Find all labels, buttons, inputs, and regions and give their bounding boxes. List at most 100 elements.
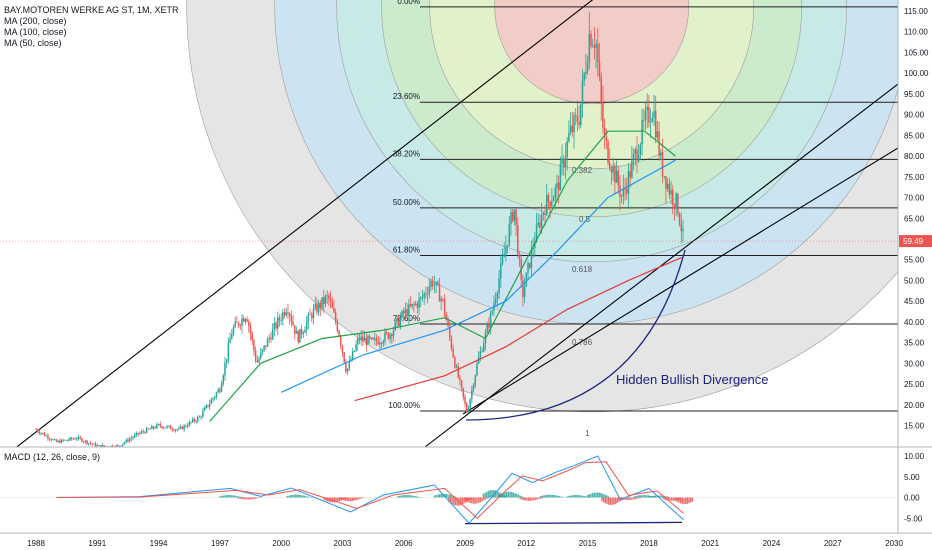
candle-body [357, 338, 359, 345]
macd-tick-label: -5.00 [904, 514, 923, 523]
macd-histogram-bar [482, 493, 485, 498]
candle-body [200, 416, 202, 418]
macd-histogram-bar [684, 497, 687, 505]
macd-legend: MACD (12, 26, close, 9) [4, 452, 101, 462]
macd-histogram-bar [617, 497, 619, 499]
candle-body [62, 439, 64, 441]
candle-body [627, 171, 630, 194]
candle-body [598, 62, 601, 77]
candle-body [168, 425, 170, 427]
candle-body [214, 396, 216, 399]
candle-body [557, 182, 560, 191]
candle-body [438, 284, 441, 302]
candle-body [413, 303, 415, 305]
candle-body [467, 408, 470, 413]
macd-histogram-bar [669, 497, 671, 501]
macd-histogram-bar [639, 495, 641, 498]
candle-body [193, 419, 196, 422]
candle-body [639, 144, 642, 155]
candle-body [423, 293, 425, 298]
macd-histogram-bar [301, 495, 304, 498]
macd-histogram-bar [222, 495, 224, 498]
candle-body [42, 433, 44, 434]
candle-body [133, 434, 136, 438]
macd-histogram-bar [614, 497, 617, 504]
candle-body [231, 333, 233, 340]
candle-body [576, 115, 579, 123]
macd-histogram-bar [661, 495, 664, 498]
candle-body [678, 213, 681, 225]
macd-histogram-bar [633, 496, 636, 498]
macd-histogram-bar [453, 497, 455, 505]
price-tick-label: 85.00 [904, 131, 925, 140]
macd-histogram-bar [608, 497, 610, 505]
candle-body [477, 357, 480, 364]
candle-body [649, 121, 652, 123]
macd-histogram-bar [573, 495, 575, 498]
candle-body [379, 342, 381, 345]
candle-body [79, 437, 82, 439]
fib-level-label: 50.00% [393, 198, 420, 207]
macd-histogram-bar [484, 492, 486, 498]
price-tick-label: 15.00 [904, 422, 925, 431]
candle-body [387, 332, 390, 339]
macd-histogram-bar [504, 492, 506, 498]
candle-body [140, 431, 143, 433]
candle-body [334, 312, 337, 322]
macd-histogram-bar [325, 497, 327, 501]
candle-body [668, 183, 671, 195]
macd-histogram-bar [634, 497, 636, 500]
candle-body [88, 442, 90, 444]
candle-body [190, 422, 192, 423]
candle-body [283, 312, 286, 316]
candle-body [440, 298, 442, 302]
macd-histogram-bar [683, 497, 685, 505]
candle-body [588, 33, 591, 64]
candle-body [96, 445, 99, 447]
candle-body [253, 340, 255, 351]
candle-body [161, 426, 163, 428]
candle-body [127, 439, 129, 442]
price-tick-label: 55.00 [904, 256, 925, 265]
macd-histogram-bar [477, 497, 480, 503]
candle-body [573, 115, 575, 133]
candle-body [341, 345, 344, 353]
candle-body [631, 160, 633, 178]
macd-histogram-bar [522, 497, 525, 501]
macd-histogram-bar [227, 495, 230, 498]
candle-body [242, 318, 245, 322]
macd-histogram-bar [562, 496, 564, 498]
macd-histogram-bar [648, 496, 650, 498]
candle-body [399, 317, 402, 327]
candle-body [382, 341, 385, 344]
candle-body [345, 362, 347, 372]
candle-body [64, 439, 66, 441]
candle-body [644, 110, 647, 121]
candle-body [45, 435, 47, 437]
price-tick-label: 30.00 [904, 359, 925, 368]
candle-body [447, 320, 449, 326]
candle-body [278, 317, 281, 321]
macd-histogram-bar [289, 495, 292, 498]
macd-histogram-bar [602, 493, 604, 498]
macd-histogram-bar [407, 495, 409, 498]
macd-histogram-bar [519, 495, 521, 498]
macd-histogram-bar [449, 497, 452, 503]
macd-histogram-bar [613, 497, 615, 505]
macd-histogram-bar [500, 493, 503, 498]
candle-body [617, 170, 620, 186]
candle-body [546, 194, 548, 216]
macd-histogram-bar [491, 490, 493, 498]
macd-histogram-bar [466, 497, 468, 502]
candle-body [225, 359, 228, 363]
macd-histogram-bar [543, 495, 545, 498]
candle-body [220, 383, 223, 392]
fib-level-label: 0.00% [397, 0, 420, 6]
candle-body [222, 375, 225, 384]
macd-histogram-bar [521, 497, 523, 500]
macd-histogram-bar [649, 496, 652, 498]
candle-body [517, 225, 519, 256]
candle-body [566, 141, 568, 158]
price-tick-label: 80.00 [904, 152, 925, 161]
